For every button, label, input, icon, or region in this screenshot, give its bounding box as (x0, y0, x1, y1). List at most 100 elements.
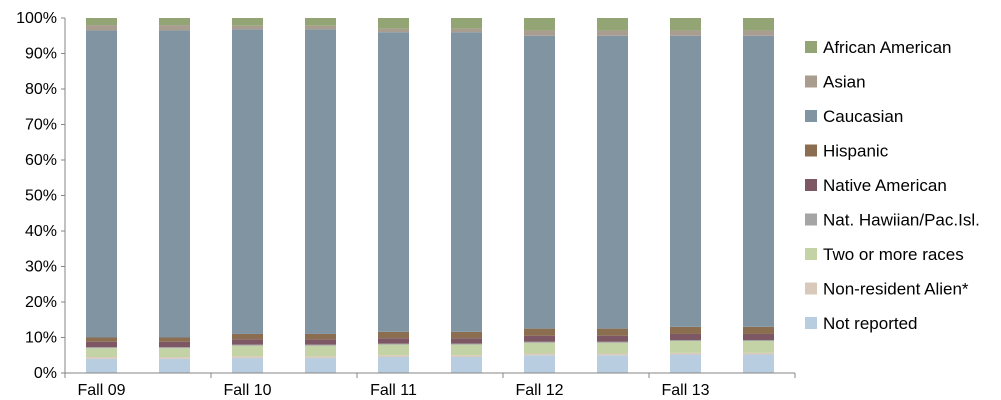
legend-swatch (805, 282, 817, 295)
bar-segment (597, 353, 628, 356)
bar-segment (86, 30, 117, 338)
bar-segment (378, 355, 409, 358)
bar-segment (451, 343, 482, 345)
legend-label: Hispanic (823, 142, 889, 161)
y-tick-label: 10% (25, 330, 57, 347)
legend-swatch (805, 317, 817, 329)
bar-segment (670, 352, 701, 355)
bar-segment (670, 341, 701, 353)
bar-segment (378, 343, 409, 345)
bar-segment (597, 355, 628, 373)
bar-segment (670, 18, 701, 31)
bar-segment (524, 30, 555, 36)
bar-segment (159, 25, 190, 31)
legend-swatch (805, 179, 817, 191)
bar-segment (86, 25, 117, 31)
legend-swatch (805, 110, 817, 122)
bar-segment (524, 353, 555, 356)
bar-segment (451, 338, 482, 344)
bar-segment (451, 32, 482, 332)
bar-segment (305, 18, 336, 26)
bar-segment (743, 18, 774, 31)
bar-segment (524, 341, 555, 343)
bar-segment (670, 35, 701, 327)
bar-segment (451, 331, 482, 339)
bar-segment (159, 347, 190, 349)
legend-label: Asian (823, 73, 866, 92)
bar-segment (86, 348, 117, 358)
bar-segment (378, 357, 409, 373)
bar-segment (743, 333, 774, 340)
bar-segment (232, 344, 263, 346)
x-tick-label: Fall 11 (370, 382, 417, 399)
legend-swatch (805, 248, 817, 260)
bar-segment (378, 331, 409, 339)
bar-segment (305, 356, 336, 359)
bar-segment (451, 357, 482, 373)
bars (86, 18, 774, 373)
legend-label: Two or more races (823, 245, 964, 264)
bar-segment (305, 339, 336, 345)
bar-segment (378, 344, 409, 356)
bar-segment (670, 326, 701, 334)
bar-segment (743, 30, 774, 36)
bar-segment (86, 337, 117, 342)
bar-segment (232, 345, 263, 357)
bar-segment (451, 28, 482, 33)
bar-segment (86, 358, 117, 373)
y-tick-label: 90% (25, 46, 57, 63)
bar-segment (597, 328, 628, 336)
bar-segment (524, 18, 555, 31)
bar-segment (159, 358, 190, 373)
legend-label: Native American (823, 176, 947, 195)
bar-segment (232, 356, 263, 359)
bar-segment (159, 341, 190, 348)
bar-segment (86, 357, 117, 359)
legend-label: Non-resident Alien* (823, 280, 969, 299)
bar-segment (378, 28, 409, 33)
bar-segment (86, 347, 117, 349)
bar-segment (159, 357, 190, 359)
y-axis-ticks: 0% 10% 20% 30% 40% 50% 60% 70% 80% 90% 100% (16, 10, 65, 382)
bar-segment (743, 339, 774, 342)
legend-swatch (805, 41, 817, 53)
bar-segment (597, 30, 628, 36)
bar-segment (670, 354, 701, 373)
legend-label: Caucasian (823, 107, 903, 126)
bar-segment (597, 342, 628, 354)
y-tick-label: 80% (25, 81, 57, 98)
bar-segment (378, 18, 409, 29)
bar-segment (451, 18, 482, 29)
bar-segment (305, 25, 336, 30)
y-tick-label: 100% (16, 10, 57, 27)
bar-segment (378, 338, 409, 344)
bar-segment (305, 344, 336, 346)
y-tick-label: 20% (25, 294, 57, 311)
x-axis-ticks: Fall 09 Fall 10 Fall 11 Fall 12 Fall 13 (64, 373, 796, 399)
y-tick-label: 70% (25, 117, 57, 134)
bar-segment (159, 348, 190, 358)
bar-segment (670, 333, 701, 340)
bar-segment (451, 355, 482, 358)
bar-segment (305, 29, 336, 334)
bar-segment (743, 352, 774, 355)
bar-segment (597, 35, 628, 329)
y-tick-label: 0% (34, 365, 57, 382)
bar-segment (378, 32, 409, 332)
bar-segment (86, 341, 117, 348)
bar-segment (524, 342, 555, 354)
legend-label: Not reported (823, 314, 918, 333)
bar-segment (232, 25, 263, 30)
legend-swatch (805, 75, 817, 88)
legend-swatch (805, 213, 817, 226)
x-tick-label: Fall 10 (223, 382, 271, 399)
y-tick-label: 60% (25, 152, 57, 169)
legend-label: African American (823, 38, 952, 57)
bar-segment (670, 30, 701, 36)
legend-swatch (805, 144, 817, 157)
bar-segment (743, 326, 774, 334)
bar-segment (232, 29, 263, 334)
bar-segment (524, 355, 555, 373)
bar-segment (232, 333, 263, 340)
